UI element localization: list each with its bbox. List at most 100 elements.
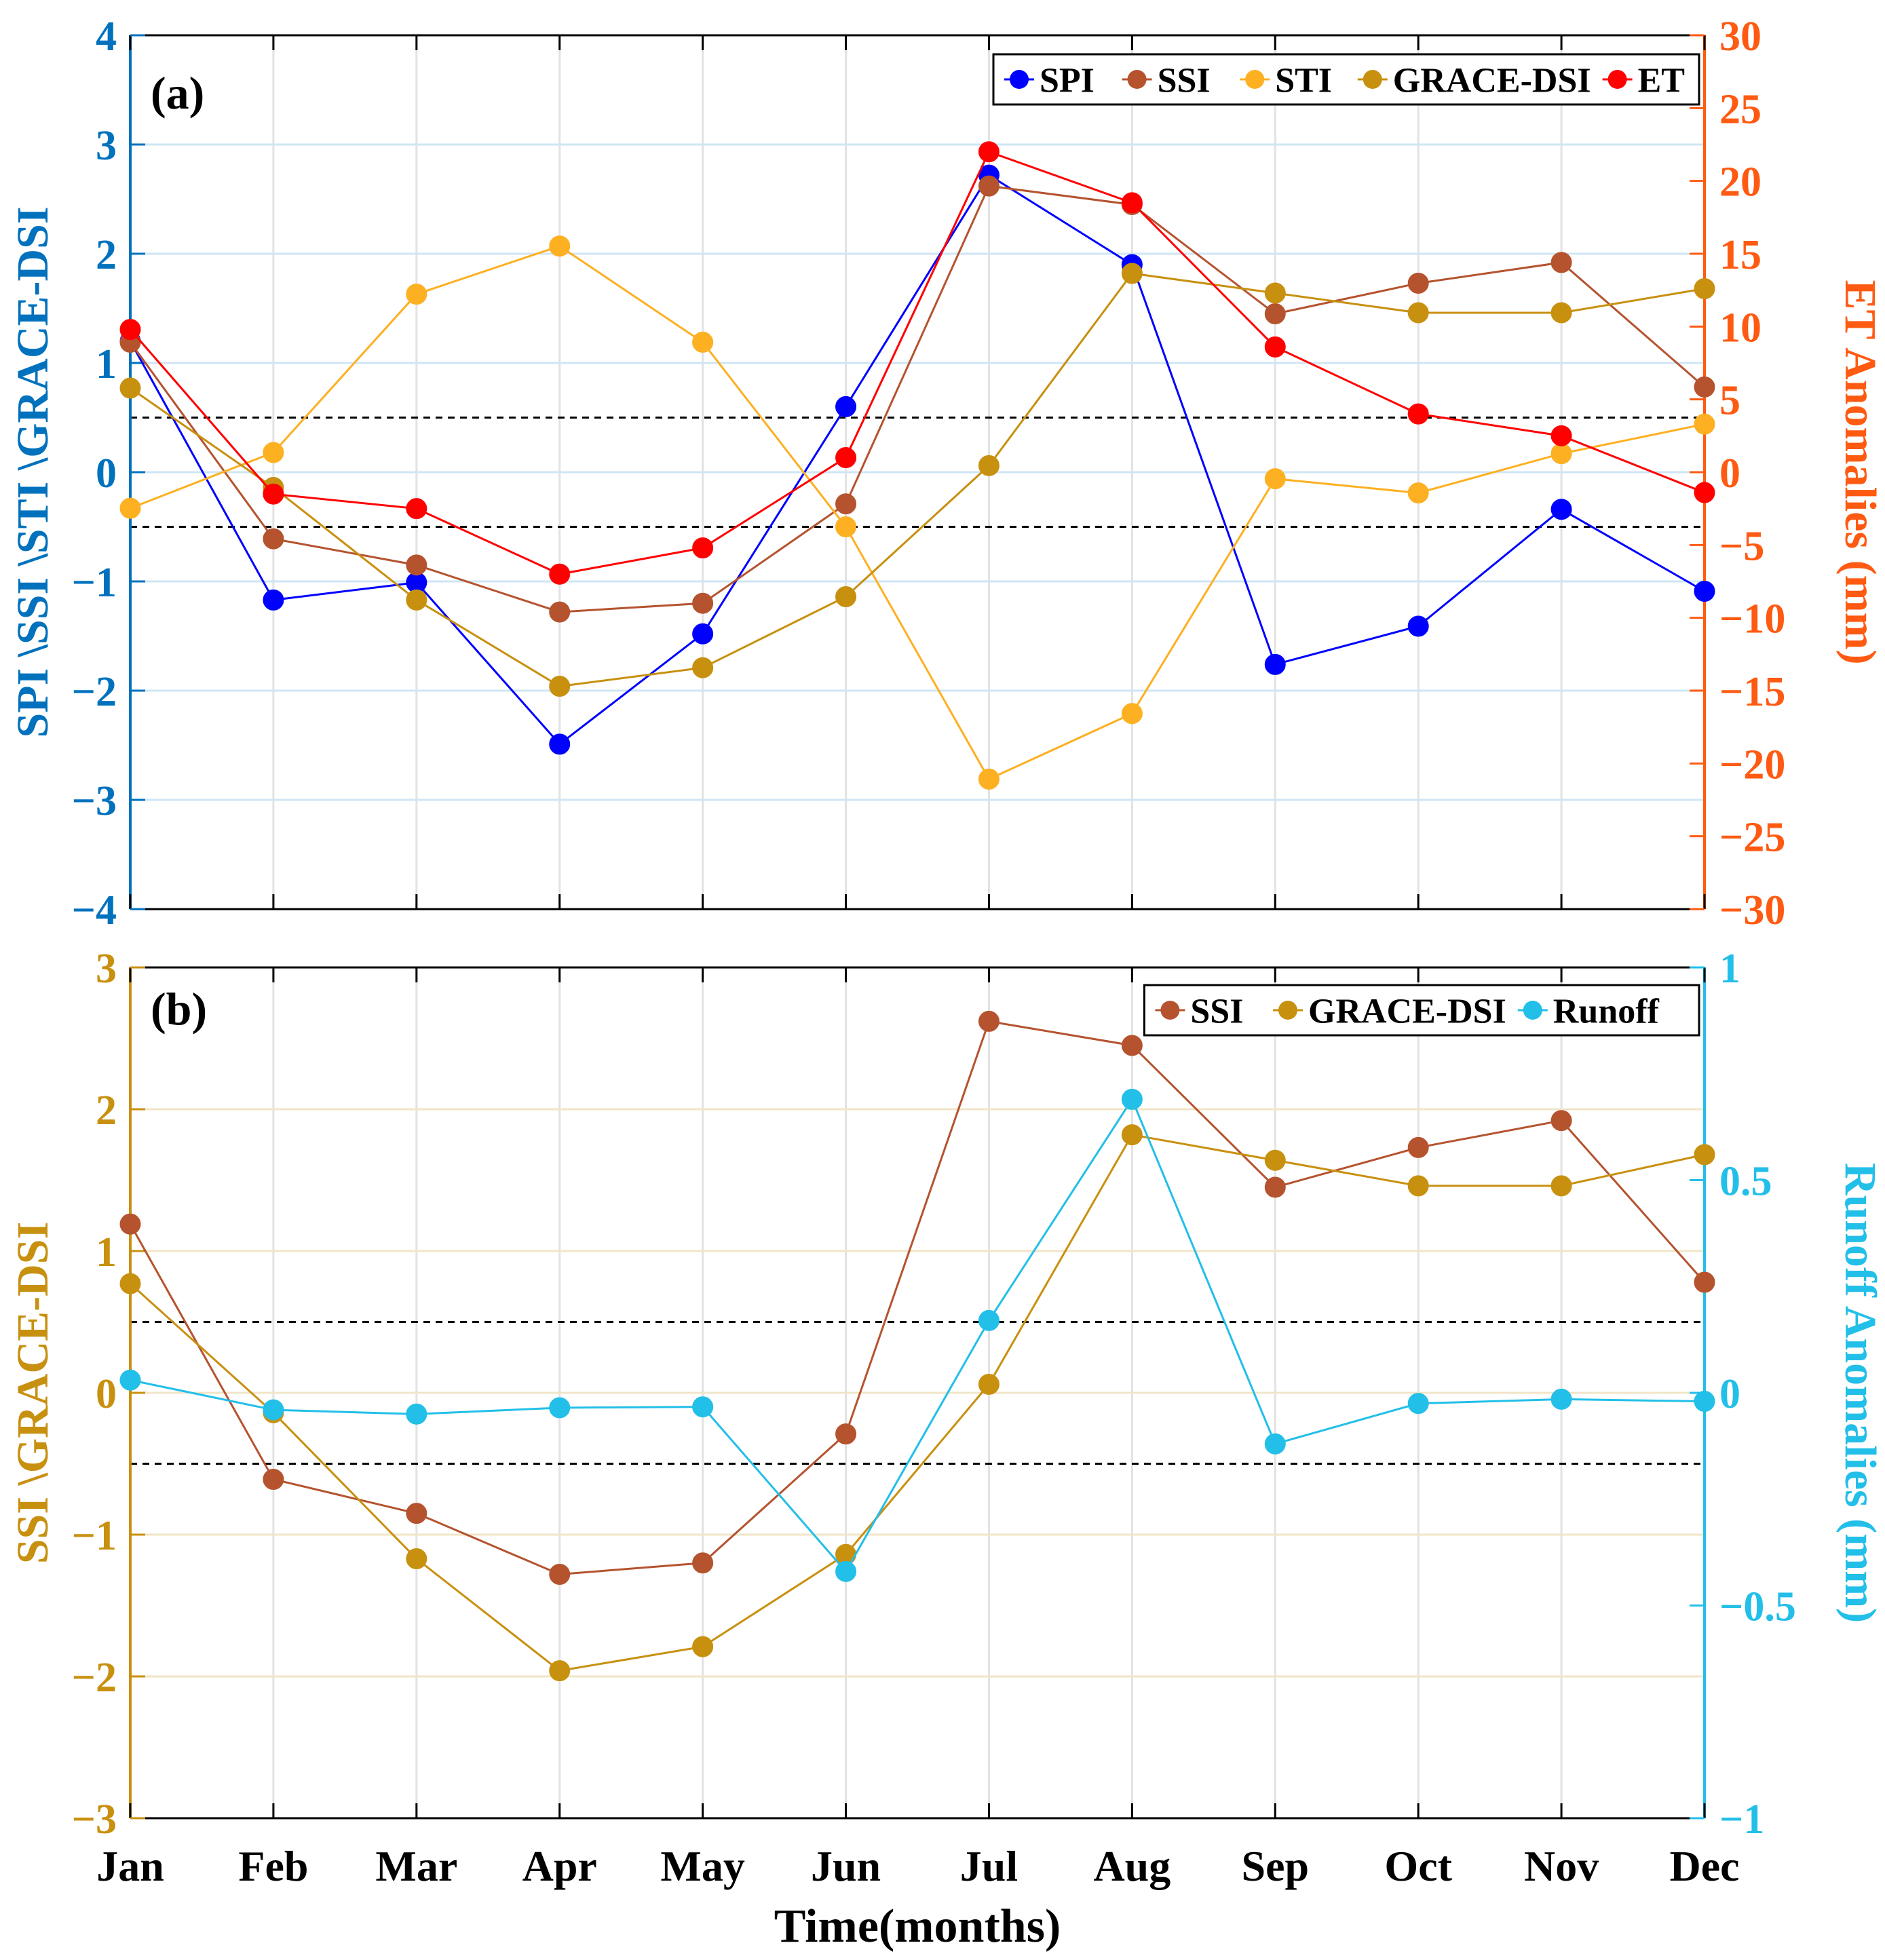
point-sti xyxy=(1407,482,1429,504)
point-et xyxy=(692,537,714,559)
point-ssi xyxy=(406,554,427,576)
point-spi xyxy=(1264,653,1286,675)
left-axis-label: SPI \SSI \STI \GRACE-DSI xyxy=(8,206,58,737)
point-runoff xyxy=(1407,1393,1429,1415)
left-tick-label: 3 xyxy=(96,946,117,992)
point-grace-dsi xyxy=(1407,302,1429,324)
point-et xyxy=(406,498,427,520)
point-grace-dsi xyxy=(1121,263,1143,284)
point-runoff xyxy=(978,1309,999,1331)
point-ssi xyxy=(1407,1136,1429,1158)
right-tick-label: −10 xyxy=(1719,596,1785,642)
point-sti xyxy=(263,442,284,463)
x-tick-label: Feb xyxy=(238,1842,308,1890)
legend-label-sti: STI xyxy=(1275,62,1332,100)
point-grace-dsi xyxy=(978,455,999,476)
point-ssi xyxy=(1694,1271,1715,1293)
right-tick-label: 30 xyxy=(1719,14,1762,60)
legend-label-grace-dsi: GRACE-DSI xyxy=(1308,993,1506,1031)
right-tick-label: 0.5 xyxy=(1719,1159,1772,1205)
left-tick-label: −2 xyxy=(72,669,117,715)
legend-label-spi: SPI xyxy=(1040,62,1094,100)
x-tick-label: Apr xyxy=(522,1842,597,1890)
point-ssi xyxy=(1121,1035,1143,1056)
right-tick-label: 0 xyxy=(1719,450,1740,497)
point-ssi xyxy=(978,175,999,197)
left-tick-label: −2 xyxy=(72,1655,117,1701)
point-grace-dsi xyxy=(1694,278,1715,300)
point-et xyxy=(1407,403,1429,425)
point-ssi xyxy=(119,1213,141,1235)
point-grace-dsi xyxy=(406,589,427,611)
point-et xyxy=(1121,192,1143,214)
point-ssi xyxy=(978,1010,999,1032)
legend-marker-ssi xyxy=(1127,70,1147,89)
series-line-spi xyxy=(129,174,1705,746)
legend-marker-et xyxy=(1607,70,1627,89)
point-sti xyxy=(978,768,999,790)
point-ssi xyxy=(1694,376,1715,398)
x-tick-label: Aug xyxy=(1093,1842,1170,1890)
x-tick-label: Nov xyxy=(1524,1842,1599,1890)
series-line-grace-dsi xyxy=(130,272,1705,688)
point-et xyxy=(835,447,857,469)
point-et xyxy=(119,319,141,341)
legend-marker-ssi xyxy=(1160,1001,1180,1020)
point-ssi xyxy=(549,1564,571,1586)
point-spi xyxy=(835,396,857,417)
legend-marker-sti xyxy=(1245,70,1265,89)
point-runoff xyxy=(406,1403,427,1425)
point-runoff xyxy=(835,1560,857,1582)
right-axis-label: ET Anomalies (mm) xyxy=(1835,280,1885,664)
point-grace-dsi xyxy=(692,1636,714,1657)
point-grace-dsi xyxy=(692,657,714,678)
legend: SSI GRACE-DSI Runoff xyxy=(1143,984,1700,1037)
point-grace-dsi xyxy=(119,1273,141,1294)
left-tick-label: 2 xyxy=(96,232,117,278)
point-sti xyxy=(835,516,857,537)
point-spi xyxy=(263,589,284,611)
left-tick-label: −1 xyxy=(72,560,117,606)
right-tick-label: −25 xyxy=(1719,815,1785,861)
right-tick-label: 5 xyxy=(1719,378,1740,424)
point-spi xyxy=(1550,499,1572,520)
point-ssi xyxy=(835,1423,857,1445)
point-grace-dsi xyxy=(1264,282,1286,304)
point-ssi xyxy=(549,601,571,623)
legend-label-runoff: Runoff xyxy=(1553,993,1660,1031)
x-tick-label: Jun xyxy=(811,1842,881,1890)
point-grace-dsi xyxy=(406,1548,427,1570)
point-grace-dsi xyxy=(978,1373,999,1395)
point-grace-dsi xyxy=(1407,1175,1429,1197)
right-tick-label: 15 xyxy=(1719,232,1762,278)
left-tick-label: 1 xyxy=(96,341,117,387)
left-tick-label: −3 xyxy=(72,778,117,824)
point-et xyxy=(549,563,571,585)
x-tick-label: Mar xyxy=(375,1842,457,1890)
point-grace-dsi xyxy=(549,1660,571,1682)
x-tick-label: May xyxy=(660,1842,744,1890)
right-tick-label: −5 xyxy=(1719,523,1764,569)
panel-label: (a) xyxy=(151,67,204,119)
point-ssi xyxy=(1407,272,1429,294)
point-runoff xyxy=(692,1396,714,1418)
left-tick-label: −4 xyxy=(72,887,117,934)
right-tick-label: −1 xyxy=(1719,1796,1764,1843)
left-tick-label: −1 xyxy=(72,1513,117,1559)
x-tick-label: Oct xyxy=(1384,1842,1452,1890)
point-grace-dsi xyxy=(549,676,571,697)
point-grace-dsi xyxy=(1264,1149,1286,1171)
legend-marker-spi xyxy=(1010,70,1029,89)
point-runoff xyxy=(263,1399,284,1421)
right-tick-label: −0.5 xyxy=(1719,1584,1796,1630)
right-tick-label: −20 xyxy=(1719,742,1785,788)
point-grace-dsi xyxy=(119,377,141,399)
x-tick-label: Dec xyxy=(1669,1842,1739,1890)
left-tick-label: 4 xyxy=(96,14,117,60)
left-tick-label: 0 xyxy=(96,1371,117,1417)
legend-label-ssi: SSI xyxy=(1158,62,1211,100)
point-spi xyxy=(692,623,714,645)
legend: SPI SSI STI GRACE-DSI ET xyxy=(992,53,1700,106)
point-runoff xyxy=(1264,1433,1286,1455)
